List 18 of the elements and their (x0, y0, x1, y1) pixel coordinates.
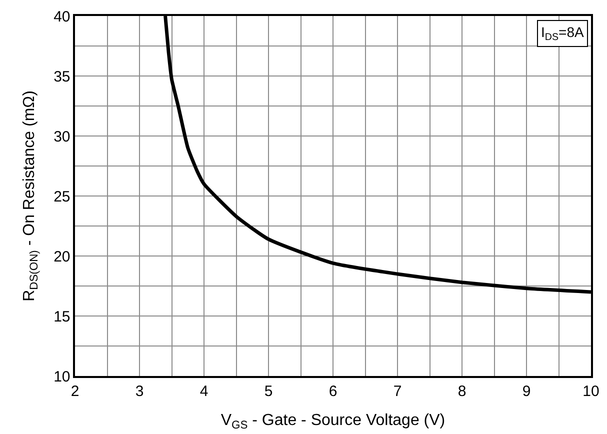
x-axis-title: V$_{GS}$ - Gate - Source Voltage (V) (220, 412, 446, 432)
y-tick-label: 35 (54, 68, 70, 86)
y-tick-label: 20 (54, 248, 70, 266)
y-tick-label: 30 (54, 128, 70, 146)
x-tick-label: 2 (70, 382, 80, 400)
x-tick-label: 7 (393, 382, 402, 400)
x-tick-label: 5 (264, 382, 273, 400)
x-tick-label: 6 (328, 382, 338, 400)
x-tick-label: 8 (458, 382, 466, 400)
y-tick-label: 10 (54, 368, 70, 386)
y-tick-label: 25 (54, 188, 70, 206)
y-tick-label: 40 (54, 8, 70, 26)
x-tick-label: 3 (135, 382, 144, 400)
annotation: I$_{DS}$=8A (541, 24, 584, 43)
y-tick-label: 15 (54, 308, 70, 326)
x-tick-label: 9 (522, 382, 531, 400)
x-tick-label: 4 (200, 382, 208, 400)
x-tick-label: 10 (582, 382, 600, 400)
